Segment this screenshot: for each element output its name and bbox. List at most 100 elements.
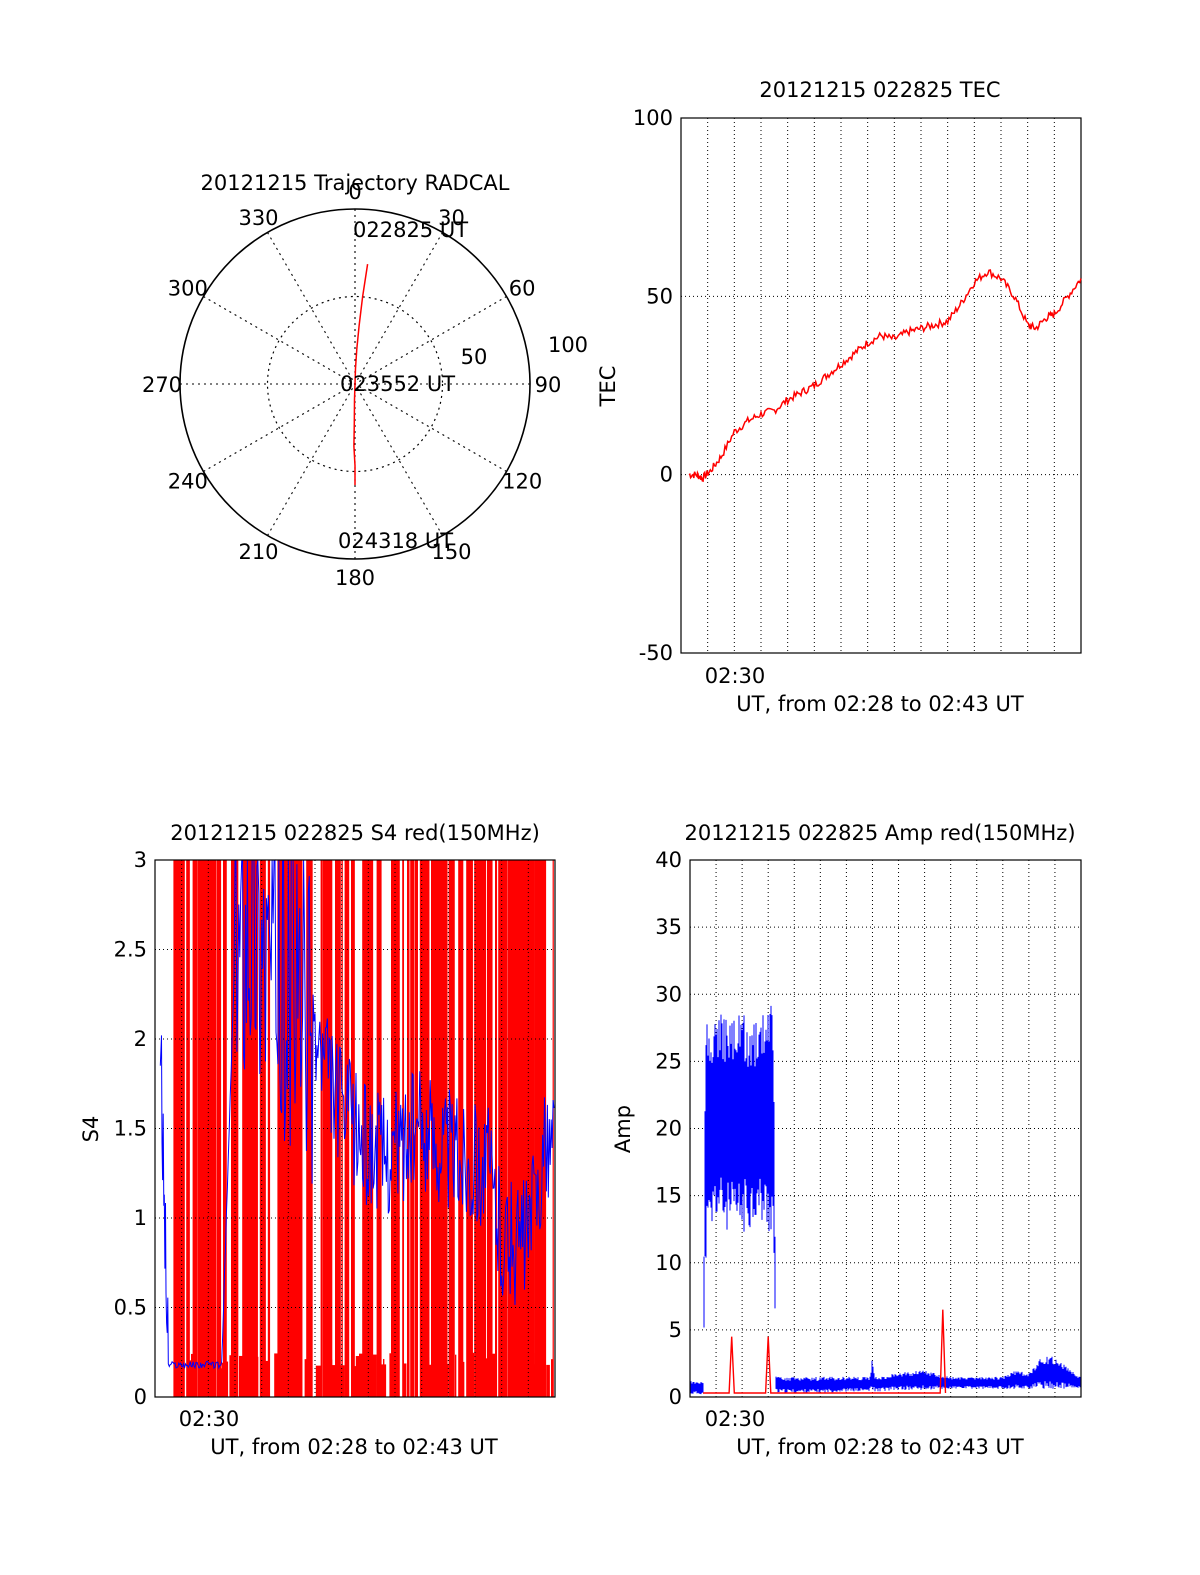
s4-red-spike: [447, 1364, 449, 1397]
amp-ytick-label: 35: [655, 915, 682, 939]
s4-red-spike: [426, 1357, 430, 1397]
s4-red-spike: [287, 860, 293, 1397]
amp-ytick-label: 0: [669, 1385, 682, 1409]
s4-red-spike: [290, 860, 298, 1397]
s4-red-spike: [507, 860, 511, 1397]
s4-red-spike: [223, 860, 227, 1397]
amp-panel: 20121215 022825 Amp red(150MHz) 40 35 30 25…: [611, 821, 1082, 1459]
s4-red-spike: [203, 860, 207, 1397]
s4-red-spike: [459, 1368, 462, 1397]
azimuth-label: 90: [535, 373, 562, 397]
s4-ytick-label: 3: [134, 848, 147, 872]
s4-red-spike: [192, 860, 195, 1397]
s4-red-spike: [511, 860, 514, 1397]
azimuth-label: 270: [142, 373, 182, 397]
s4-red-spike: [466, 860, 472, 1397]
s4-red-spike: [434, 860, 441, 1397]
s4-ytick-label: 0.5: [114, 1296, 147, 1320]
s4-red-spike: [330, 1365, 338, 1397]
s4-red-spike: [226, 1361, 229, 1397]
s4-title: 20121215 022825 S4 red(150MHz): [170, 821, 540, 845]
s4-red-spike: [323, 860, 326, 1397]
s4-red-spike: [216, 860, 220, 1397]
s4-red-spike: [487, 860, 493, 1397]
s4-red-spike: [407, 860, 410, 1397]
azimuth-label: 60: [509, 277, 536, 301]
s4-red-spike: [239, 1355, 245, 1397]
s4-red-spike: [523, 860, 528, 1397]
amp-ytick-label: 25: [655, 1049, 682, 1073]
amp-ytick-label: 20: [655, 1117, 682, 1141]
s4-red-spike: [490, 1353, 496, 1397]
amp-blue-series: [689, 1005, 1081, 1395]
s4-red-spike: [210, 860, 215, 1397]
s4-red-spike: [551, 1359, 554, 1397]
s4-red-spike: [247, 1360, 249, 1397]
tec-ytick-label: 50: [646, 284, 673, 308]
s4-ytick-label: 2: [134, 1027, 147, 1051]
azimuth-label: 150: [431, 540, 471, 564]
s4-red-spike: [427, 1364, 435, 1397]
s4-red-spike: [442, 860, 448, 1397]
s4-red-spike: [458, 860, 464, 1397]
s4-xlabel: UT, from 02:28 to 02:43 UT: [210, 1435, 498, 1459]
radial-label-100: 100: [548, 333, 588, 357]
s4-red-spike: [299, 860, 303, 1397]
s4-red-spike: [520, 860, 525, 1397]
s4-red-spike: [379, 1364, 387, 1397]
s4-blue-series-line: [159, 859, 555, 1370]
s4-red-spike: [344, 860, 350, 1397]
s4-red-spike: [525, 1356, 528, 1397]
s4-red-spike: [178, 860, 184, 1397]
amp-ytick-label: 40: [655, 848, 682, 872]
s4-xtick-label: 02:30: [179, 1407, 240, 1431]
s4-red-spike: [415, 860, 418, 1397]
s4-red-spike: [259, 860, 263, 1397]
amp-plot-frame: [689, 859, 1082, 1398]
tec-ylabel: TEC: [596, 366, 620, 408]
s4-red-spike: [267, 860, 271, 1397]
tec-ytick-label: 0: [660, 463, 673, 487]
s4-red-spike: [186, 860, 190, 1397]
amp-y-ticks: 40 35 30 25 20 15 10 5 0: [655, 848, 682, 1409]
s4-red-spike: [479, 860, 482, 1397]
s4-red-spike: [535, 860, 542, 1397]
s4-red-spike: [309, 1354, 313, 1397]
amp-ytick-label: 15: [655, 1184, 682, 1208]
s4-red-spike: [403, 1363, 407, 1397]
amp-ylabel: Amp: [611, 1105, 635, 1153]
s4-red-spike: [432, 860, 434, 1397]
s4-red-spike: [195, 860, 197, 1397]
s4-red-spike: [395, 1353, 398, 1397]
s4-red-spike: [541, 860, 545, 1397]
azimuth-label: 300: [168, 277, 208, 301]
s4-red-spike: [435, 1369, 443, 1397]
tec-plot-frame: [680, 117, 1082, 654]
trajectory-title: 20121215 Trajectory RADCAL: [201, 171, 510, 195]
azimuth-label: 30: [438, 206, 465, 230]
tec-ytick-label: -50: [639, 641, 673, 665]
s4-red-spike: [515, 860, 522, 1397]
azimuth-label: 330: [238, 206, 278, 230]
s4-red-spike: [307, 860, 312, 1397]
azimuth-labels: 0 30 60 90 120 150 180 210 240 270 300 330: [142, 180, 561, 590]
amp-xtick-label: 02:30: [705, 1407, 766, 1431]
s4-red-spike: [264, 1360, 269, 1397]
s4-red-spike: [175, 860, 181, 1397]
s4-red-spike: [391, 860, 394, 1397]
s4-red-spike: [263, 1367, 265, 1397]
s4-red-spike: [546, 1364, 550, 1397]
azimuth-label: 0: [348, 180, 361, 204]
s4-red-spike: [355, 1356, 361, 1397]
s4-red-spike: [439, 860, 445, 1397]
s4-red-spike: [213, 860, 216, 1397]
s4-ytick-label: 1.5: [114, 1117, 147, 1141]
tec-title: 20121215 022825 TEC: [759, 78, 1000, 102]
s4-red-spike: [235, 860, 239, 1397]
tec-grid: [681, 118, 1081, 653]
s4-red-spike: [256, 1356, 259, 1397]
polar-outer-ring: [179, 208, 531, 560]
azimuth-label: 120: [502, 470, 542, 494]
s4-red-spike: [231, 860, 236, 1397]
radial-label-50: 50: [461, 345, 488, 369]
